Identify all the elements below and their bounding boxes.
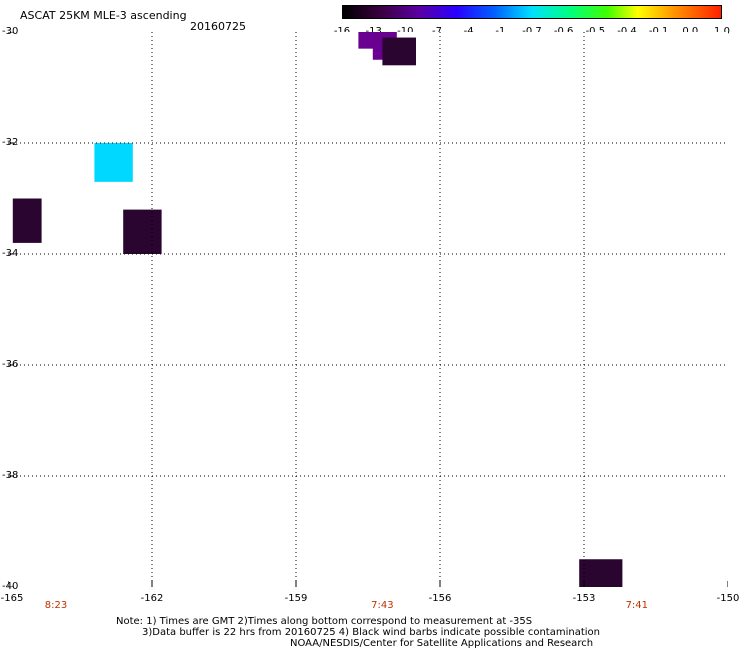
colorbar-label: -0.5: [585, 26, 606, 37]
colorbar-label: -16: [333, 26, 351, 37]
y-axis-label: -30: [2, 26, 19, 37]
colorbar-label: -0.4: [617, 26, 637, 37]
colorbar-label: -0.7: [522, 26, 542, 37]
colorbar-label: -1: [495, 26, 506, 37]
wind-patch: [12, 198, 42, 243]
y-axis-label: -38: [2, 470, 19, 481]
product-date: 20160725: [190, 20, 246, 33]
note-line-1: Note: 1) Times are GMT 2)Times along bot…: [116, 616, 533, 627]
x-axis-label: -165: [0, 593, 24, 604]
wind-patch: [94, 143, 133, 182]
colorbar-label: -7: [432, 26, 442, 37]
wind-patch: [382, 37, 416, 66]
y-axis-label: -34: [2, 248, 19, 259]
x-axis-label: -153: [572, 593, 596, 604]
x-axis-label: -156: [428, 593, 452, 604]
time-label: 7:41: [625, 600, 649, 611]
x-axis-label: -162: [140, 593, 164, 604]
grid-lines: [8, 32, 728, 587]
note-line-3: NOAA/NESDIS/Center for Satellite Applica…: [290, 638, 594, 649]
y-axis-label: -40: [2, 581, 19, 592]
wind-patches: [12, 32, 623, 587]
wind-patch: [579, 559, 623, 587]
time-label: 8:23: [44, 600, 68, 611]
colorbar-label: -10: [397, 26, 414, 37]
colorbar-label: -13: [365, 26, 382, 37]
colorbar-label: -0.1: [648, 26, 669, 37]
x-axis-label: -159: [284, 593, 308, 604]
colorbar: [342, 5, 722, 19]
time-label: 7:43: [371, 600, 394, 611]
y-axis-label: -32: [2, 137, 19, 148]
axis-ticks: [8, 32, 728, 587]
colorbar-label: 0.0: [682, 26, 699, 37]
x-axis-label: -150: [716, 593, 740, 604]
colorbar-label: 1.0: [714, 26, 730, 37]
wind-patch: [123, 209, 162, 254]
product-title: ASCAT 25KM MLE-3 ascending: [20, 9, 187, 22]
wind-map-plot: [8, 32, 728, 587]
colorbar-label: -0.6: [553, 26, 574, 37]
y-axis-label: -36: [2, 359, 19, 370]
note-line-2: 3)Data buffer is 22 hrs from 20160725 4)…: [142, 627, 600, 638]
colorbar-label: -4: [463, 26, 474, 37]
